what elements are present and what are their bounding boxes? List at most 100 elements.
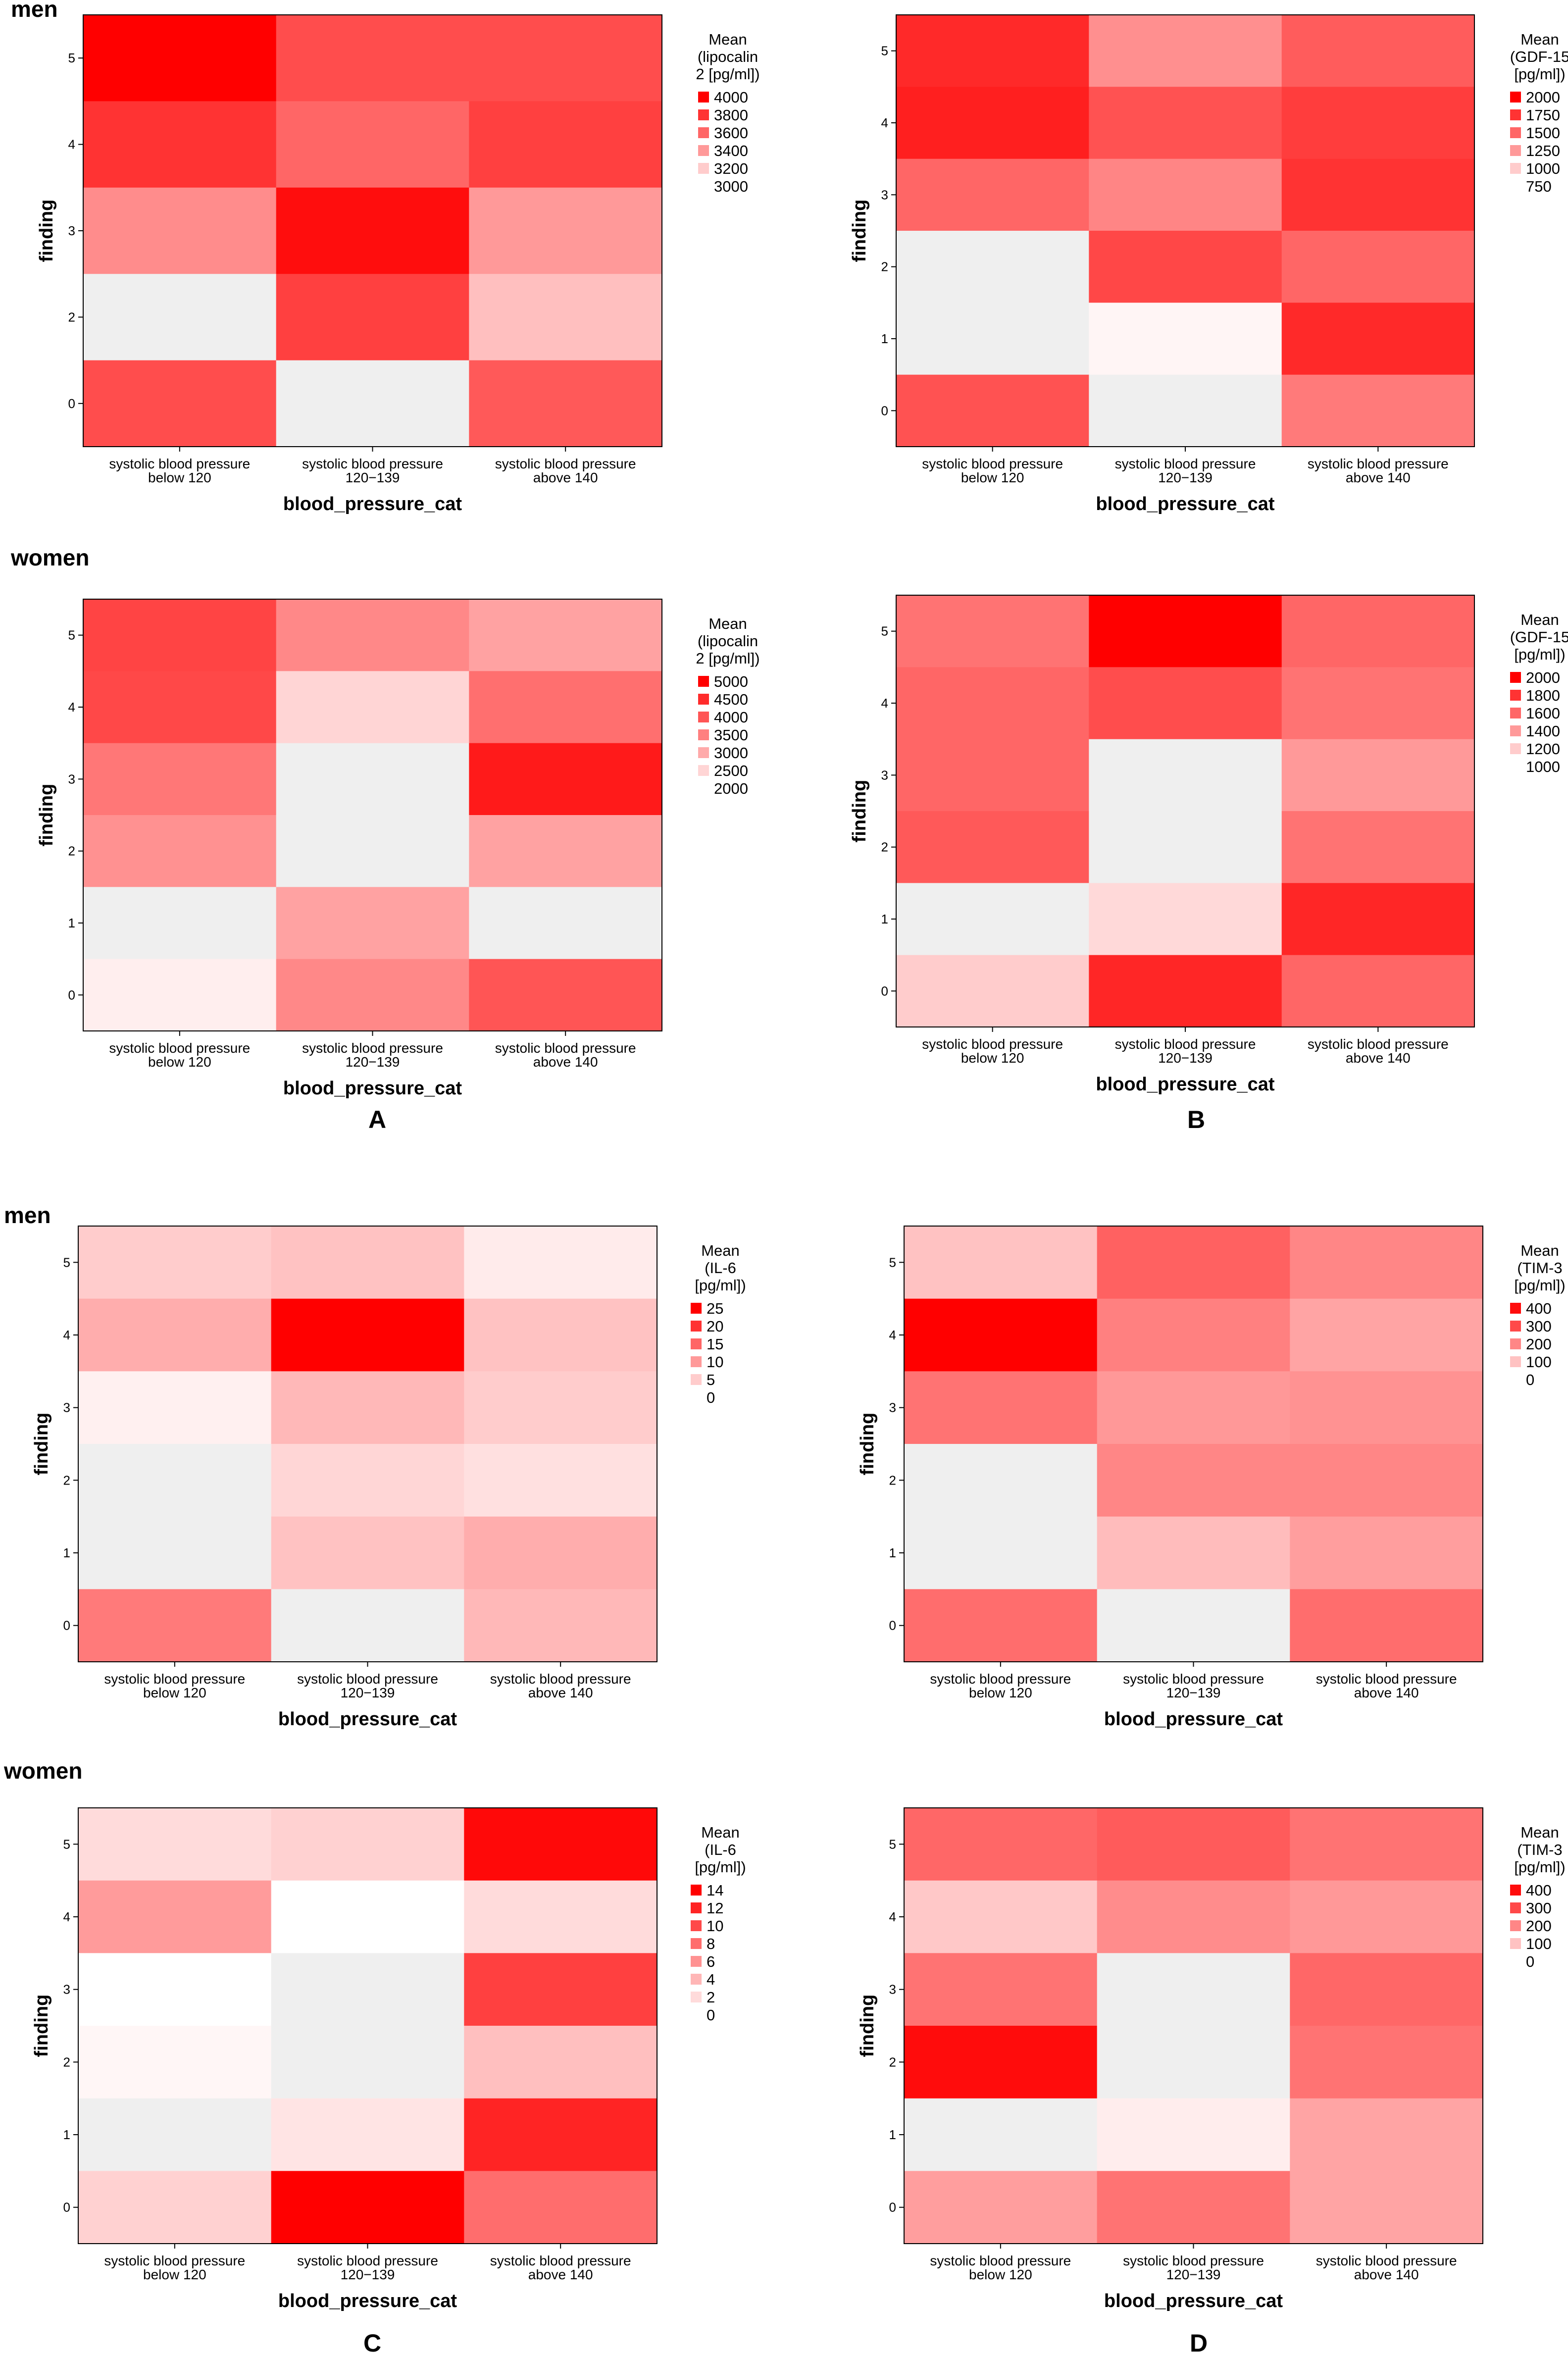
y-tick-label: 0 (889, 1618, 896, 1633)
heatmap-cell (469, 815, 662, 887)
heatmap-cell (276, 671, 469, 744)
heatmap-cell (469, 743, 662, 816)
x-tick-label: 120−139 (341, 1685, 395, 1700)
legend-swatch (1510, 1356, 1521, 1367)
legend-swatch (1510, 743, 1521, 754)
y-tick-label: 0 (68, 396, 75, 411)
legend-tick-label: 8 (707, 1935, 715, 1952)
heatmap-cell (896, 883, 1089, 956)
legend-title: Mean (701, 1242, 740, 1259)
heatmap-cell (1089, 595, 1282, 667)
x-tick-label: above 140 (533, 1054, 598, 1070)
heatmap-cell (271, 1589, 464, 1662)
heatmap-cell (1290, 1516, 1483, 1589)
x-tick-label: systolic blood pressure (1123, 1671, 1264, 1687)
y-tick-label: 0 (881, 403, 888, 418)
y-tick-label: 4 (68, 137, 75, 152)
legend-swatch (1510, 1902, 1521, 1913)
heatmap-cell (896, 739, 1089, 812)
group-label: women (3, 1758, 82, 1784)
heatmap-cell (276, 599, 469, 671)
y-tick-label: 2 (68, 844, 75, 859)
heatmap-cell (276, 187, 469, 274)
heatmap-cell (896, 231, 1089, 303)
y-axis-title: finding (36, 784, 57, 847)
y-tick-label: 0 (889, 2200, 896, 2215)
x-tick-label: above 140 (533, 470, 598, 485)
legend-tick-label: 200 (1526, 1335, 1552, 1353)
y-tick-label: 1 (881, 331, 888, 346)
legend-title: [pg/ml]) (695, 1277, 746, 1294)
y-tick-label: 5 (68, 51, 75, 65)
heatmap-cell (83, 15, 277, 102)
x-tick-label: 120−139 (1158, 1050, 1213, 1066)
x-tick-label: systolic blood pressure (922, 456, 1063, 471)
legend-swatch (698, 729, 709, 740)
heatmap-cell (1281, 739, 1475, 812)
x-tick-label: systolic blood pressure (1308, 456, 1449, 471)
legend-tick-label: 1400 (1526, 722, 1560, 740)
legend-swatch (1510, 127, 1521, 138)
heatmap-cell (271, 1226, 464, 1299)
heatmap-cell (78, 2098, 272, 2171)
y-tick-label: 2 (63, 2054, 70, 2069)
heatmap-cell (78, 1444, 272, 1517)
x-tick-label: below 120 (961, 1050, 1024, 1066)
legend-title: Mean (701, 1824, 740, 1841)
x-axis-title: blood_pressure_cat (1104, 1709, 1283, 1730)
heatmap-women-a: women 5 4 3 2 1 0 finding systolic blood pressur… (10, 545, 760, 1099)
legend-title: (GDF-15 (1510, 628, 1568, 646)
heatmap-cell (271, 2026, 464, 2099)
x-tick-label: below 120 (969, 1685, 1032, 1700)
legend-tick-label: 6 (707, 1953, 715, 1970)
x-axis-title: blood_pressure_cat (278, 1709, 457, 1730)
heatmap-cell (271, 1516, 464, 1589)
y-tick-label: 0 (881, 983, 888, 998)
heatmap-cell (1290, 1808, 1483, 1881)
legend-title: [pg/ml]) (695, 1858, 746, 1876)
heatmap-cell (904, 1516, 1098, 1589)
heatmap-cell (469, 15, 662, 102)
legend-swatch (691, 1374, 702, 1385)
x-tick-label: systolic blood pressure (930, 2253, 1071, 2268)
legend-tick-label: 1250 (1526, 142, 1560, 159)
heatmap-cell (1089, 811, 1282, 883)
x-axis-title: blood_pressure_cat (1104, 2291, 1283, 2311)
legend-swatch (691, 1938, 702, 1949)
heatmap-cell (1089, 667, 1282, 740)
panel-letter-c: C (363, 2329, 381, 2357)
legend-tick-label: 12 (707, 1899, 723, 1917)
x-tick-label: systolic blood pressure (104, 2253, 245, 2268)
heatmap-cell (464, 1298, 658, 1372)
heatmap-cell (276, 815, 469, 887)
legend-title: (lipocalin (698, 48, 758, 65)
legend-title: (GDF-15 (1510, 48, 1568, 65)
heatmap-cell (469, 101, 662, 188)
heatmap-cell (464, 2098, 658, 2171)
y-tick-label: 0 (68, 987, 75, 1002)
x-tick-label: systolic blood pressure (1316, 1671, 1457, 1687)
heatmap-cell (1290, 2171, 1483, 2244)
heatmap-cell (896, 811, 1089, 883)
legend-title: Mean (1520, 31, 1559, 48)
x-tick-label: above 140 (1354, 1685, 1419, 1700)
legend-swatch (698, 747, 709, 758)
legend-tick-label: 2 (707, 1989, 715, 2006)
heatmap-cell (78, 2026, 272, 2099)
legend-tick-label: 1000 (1526, 160, 1560, 177)
heatmap-cell (469, 187, 662, 274)
legend-tick-label: 15 (707, 1335, 723, 1353)
legend-tick-label: 2000 (1526, 89, 1560, 106)
x-tick-label: below 120 (143, 2267, 206, 2282)
heatmap-cell (83, 815, 277, 887)
heatmap-cell (1290, 1880, 1483, 1953)
legend-swatch (698, 694, 709, 705)
heatmap-cell (83, 274, 277, 361)
x-tick-label: systolic blood pressure (922, 1036, 1063, 1052)
heatmap-cell (464, 1880, 658, 1953)
x-tick-label: systolic blood pressure (1115, 1036, 1256, 1052)
x-tick-label: systolic blood pressure (109, 456, 250, 471)
